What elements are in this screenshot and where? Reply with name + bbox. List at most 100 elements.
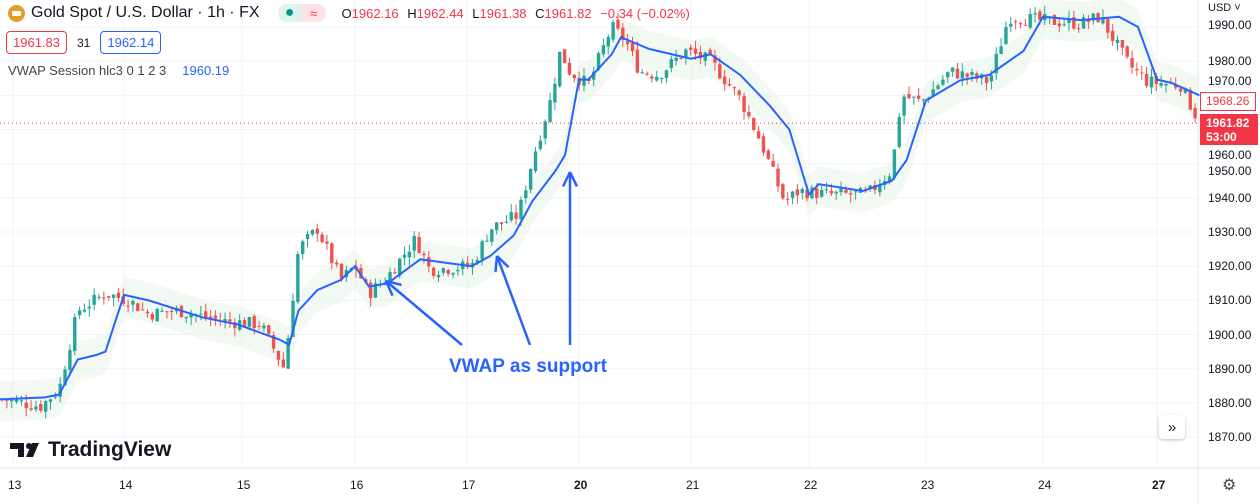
candle-body [659,77,664,79]
candle-body [839,188,843,193]
time-tick-label: 20 [574,478,588,492]
candle-body [252,316,256,329]
candle-body [427,257,431,267]
annotation-text: VWAP as support [449,356,608,377]
candle-body [247,316,252,327]
candle-body [29,408,33,410]
candle-body [650,76,654,79]
indicator-legend[interactable]: VWAP Session hlc3 0 1 2 3 1960.19 [8,63,229,78]
candle-body [315,228,319,234]
sell-button[interactable]: 1961.83 [6,31,67,54]
candle-body [271,335,276,349]
candle-body [126,305,130,307]
price-tick-label: 1990.00 [1208,18,1252,32]
candle-body [446,269,450,274]
candle-body [519,199,523,220]
gold-icon [8,4,25,22]
candle-body [10,399,14,402]
high-value: 1962.44 [416,5,464,21]
candle-body [1038,11,1042,20]
candle-body [727,84,732,86]
close-value: 1961.82 [544,5,592,21]
candle-body [48,399,53,402]
candle-body [189,314,193,318]
candle-body [286,338,290,369]
candle-body [853,191,858,193]
candle-body [456,269,460,272]
candle-body [1101,17,1105,24]
last-price-label: 1961.82 53:00 [1200,114,1258,145]
candle-body [281,359,285,368]
candle-body [1183,88,1188,93]
annotation-arrowhead [494,255,499,273]
candle-body [208,316,213,319]
status-badge[interactable]: ● ≈ [277,4,326,22]
candle-body [310,229,315,235]
candle-body [524,190,528,199]
candle-body [601,45,606,55]
buy-button[interactable]: 1962.14 [100,31,162,54]
price-tick-label: 1870.00 [1208,430,1252,445]
candle-body [199,313,203,315]
chevron-down-icon: ˅ [1234,2,1241,14]
candle-body [73,317,77,352]
candle-body [786,198,790,200]
candle-body [669,59,673,68]
candle-body [805,189,809,199]
candle-body [514,212,518,219]
candle-body [393,272,397,274]
candle-body [92,294,96,305]
currency-selector[interactable]: USD ˅ [1208,2,1241,14]
candle-body [140,309,145,311]
candle-body [77,310,82,316]
candle-body [887,176,892,183]
candle-body [160,310,164,312]
indicator-label: VWAP Session hlc3 0 1 2 3 [8,63,167,78]
candle-body [373,283,378,298]
candle-body [989,75,994,82]
price-tick-label: 1980.00 [1208,54,1252,69]
candle-body [1057,23,1061,27]
candle-body [499,222,504,224]
candle-body [242,320,247,327]
candle-body [1018,23,1023,25]
candle-body [170,310,174,313]
candle-body [1009,23,1013,27]
candle-body [431,267,436,276]
candle-body [398,258,402,276]
candle-body [320,234,324,243]
quote-row: 1961.83 31 1962.14 [6,31,162,54]
candle-body [611,22,615,40]
time-tick-label: 14 [119,478,133,492]
candle-body [737,90,741,96]
candle-body [1086,19,1091,23]
candle-body [1178,88,1183,92]
candle-body [325,241,329,244]
time-tick-label: 13 [8,478,22,492]
candle-body [422,253,426,256]
candle-body [111,294,116,298]
candle-body [1140,72,1144,74]
annotation-arrowhead [561,171,572,187]
scroll-to-realtime-button[interactable]: » [1159,415,1185,439]
indicator-icon: ≈ [301,4,326,22]
candle-body [53,396,58,398]
time-tick-label: 16 [350,478,364,492]
candle-body [592,71,596,80]
ohlc-values: O1962.16 H1962.44 L1961.38 C1961.82 −0.3… [341,5,690,21]
candle-body [223,319,227,322]
candle-body [912,96,916,98]
open-value: 1962.16 [351,5,399,21]
candle-body [131,300,135,305]
time-tick-label: 21 [686,478,700,492]
candle-body [485,240,489,242]
candle-body [58,383,62,397]
candle-body [795,189,800,196]
settings-gear-icon[interactable]: ⚙ [1222,477,1237,494]
candle-body [616,19,620,29]
candle-body [330,243,334,264]
symbol-title[interactable]: Gold Spot / U.S. Dollar · 1h · FX [31,4,260,21]
tradingview-logo[interactable]: TradingView [10,438,171,462]
candle-body [1188,89,1192,110]
